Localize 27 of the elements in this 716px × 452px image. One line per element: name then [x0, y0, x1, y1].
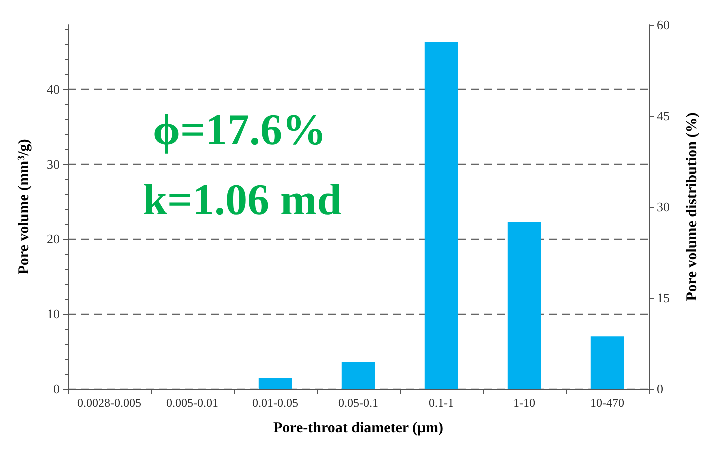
x-tick-label: 0.05-0.1: [338, 396, 378, 410]
x-axis-title: Pore-throat diameter (μm): [273, 420, 444, 436]
y-tick-label: 20: [47, 232, 60, 247]
bar: [508, 222, 542, 389]
y2-tick-label: 60: [657, 18, 670, 32]
x-tick-label: 0.0028-0.005: [78, 396, 142, 410]
annotation: k=1.06 md: [143, 176, 342, 224]
y-tick-label: 10: [47, 306, 60, 322]
x-tick-label: 0.01-0.05: [252, 396, 298, 410]
y2-tick-label: 45: [657, 108, 670, 124]
y-axis-title: Pore volume (mm3/g): [16, 139, 32, 275]
y-tick-label: 30: [47, 156, 60, 172]
x-tick-label: 1-10: [514, 396, 536, 410]
y-tick-label: 0: [54, 382, 60, 396]
y2-tick-label: 15: [657, 290, 670, 306]
bar: [258, 378, 292, 389]
x-tick-label: 0.1-1: [429, 396, 454, 410]
y-tick-label: 40: [47, 82, 60, 97]
x-tick-label: 10-470: [590, 396, 624, 410]
bar: [424, 42, 458, 389]
bar: [590, 336, 624, 389]
y2-tick-label: 30: [657, 200, 670, 214]
y2-tick-label: 0: [657, 382, 664, 396]
y2-axis-title: Pore volume distribution (%): [684, 112, 700, 302]
annotation: ϕ=17.6%: [153, 106, 327, 154]
bar: [342, 362, 376, 389]
x-tick-label: 0.005-0.01: [166, 396, 218, 410]
